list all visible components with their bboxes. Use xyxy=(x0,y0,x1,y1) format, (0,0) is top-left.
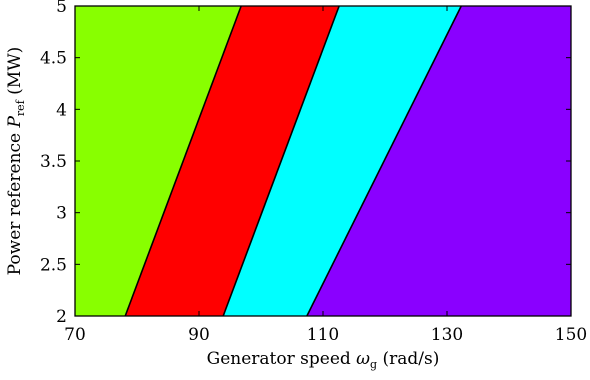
y-tick-label: 2.5 xyxy=(40,255,67,275)
x-tick-label: 90 xyxy=(188,325,210,345)
y-tick-label: 4.5 xyxy=(40,49,67,69)
boundary-line-2 xyxy=(222,5,340,317)
y-tick-label: 5 xyxy=(56,0,67,17)
y-tick-label: 2 xyxy=(56,307,67,327)
x-axis-label: Generator speed ωg (rad/s) xyxy=(207,349,440,371)
chart-boundaries xyxy=(124,5,462,317)
y-tick-labels: 2 2.5 3 3.5 4 4.5 5 xyxy=(40,0,67,327)
x-tick-label: 150 xyxy=(555,325,587,345)
y-tick-label: 3 xyxy=(56,204,67,224)
x-tick-label: 70 xyxy=(64,325,86,345)
x-tick-label: 110 xyxy=(307,325,339,345)
x-tick-labels: 70 90 110 130 150 xyxy=(64,325,587,345)
x-tick-label: 130 xyxy=(431,325,463,345)
y-tick-label: 3.5 xyxy=(40,152,67,172)
y-tick-label: 4 xyxy=(56,100,67,120)
boundary-line-3 xyxy=(306,5,462,317)
axis-ticks xyxy=(74,5,572,317)
chart-regions xyxy=(74,5,572,317)
y-axis-label: Power reference Pref (MW) xyxy=(5,47,27,276)
boundary-line-1 xyxy=(124,5,242,317)
